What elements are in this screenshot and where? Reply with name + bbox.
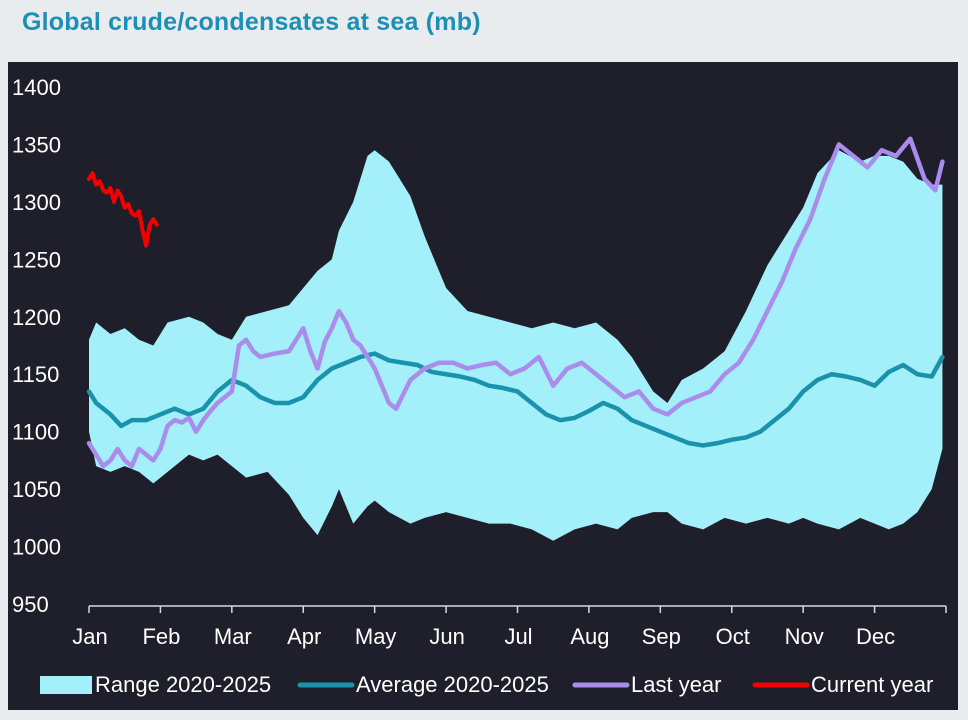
x-tick-label: Dec xyxy=(856,624,895,649)
x-tick-label: Jun xyxy=(429,624,464,649)
line-layer xyxy=(86,136,945,469)
y-tick-label: 1400 xyxy=(12,75,61,100)
x-tick-label: May xyxy=(355,624,397,649)
series-average-2020-2025 xyxy=(86,351,945,448)
x-tick-label: Sep xyxy=(642,624,681,649)
y-tick-label: 1150 xyxy=(12,362,59,387)
legend-label-range-2020-2025: Range 2020-2025 xyxy=(95,672,271,697)
y-tick-label: 1300 xyxy=(12,190,61,215)
legend-label-last-year: Last year xyxy=(631,672,722,697)
axis-layer: 950 1000 1050 1100 1150 1200 1250 1300 1350 1400 J… xyxy=(12,75,947,649)
legend-label-current-year: Current year xyxy=(811,672,933,697)
y-tick-label: 1350 xyxy=(12,132,61,157)
y-tick-label: 1250 xyxy=(12,247,61,272)
y-tick-label: 950 xyxy=(12,592,49,617)
chart-title: Global crude/condensates at sea (mb) xyxy=(22,8,481,36)
legend: Range 2020-2025 Average 2020-2025 Last yea… xyxy=(40,672,933,697)
x-tick-label: Aug xyxy=(570,624,609,649)
legend-swatch-range-2020-2025 xyxy=(40,676,92,694)
band-layer xyxy=(89,150,943,541)
series-current-year xyxy=(87,171,159,248)
x-tick-label: Nov xyxy=(785,624,824,649)
x-tick-label: Jan xyxy=(72,624,107,649)
x-tick-label: Feb xyxy=(142,624,180,649)
series-range-2020-2025 xyxy=(89,150,943,541)
x-tick-label: Oct xyxy=(716,624,750,649)
y-tick-label: 1050 xyxy=(12,477,61,502)
y-tick-label: 1200 xyxy=(12,305,61,330)
y-tick-label: 1000 xyxy=(12,535,61,560)
y-tick-label: 1100 xyxy=(12,420,59,445)
x-tick-label: Jul xyxy=(504,624,532,649)
x-tick-label: Mar xyxy=(214,624,252,649)
legend-label-average-2020-2025: Average 2020-2025 xyxy=(356,672,549,697)
series-last-year xyxy=(86,136,945,469)
x-tick-label: Apr xyxy=(287,624,321,649)
